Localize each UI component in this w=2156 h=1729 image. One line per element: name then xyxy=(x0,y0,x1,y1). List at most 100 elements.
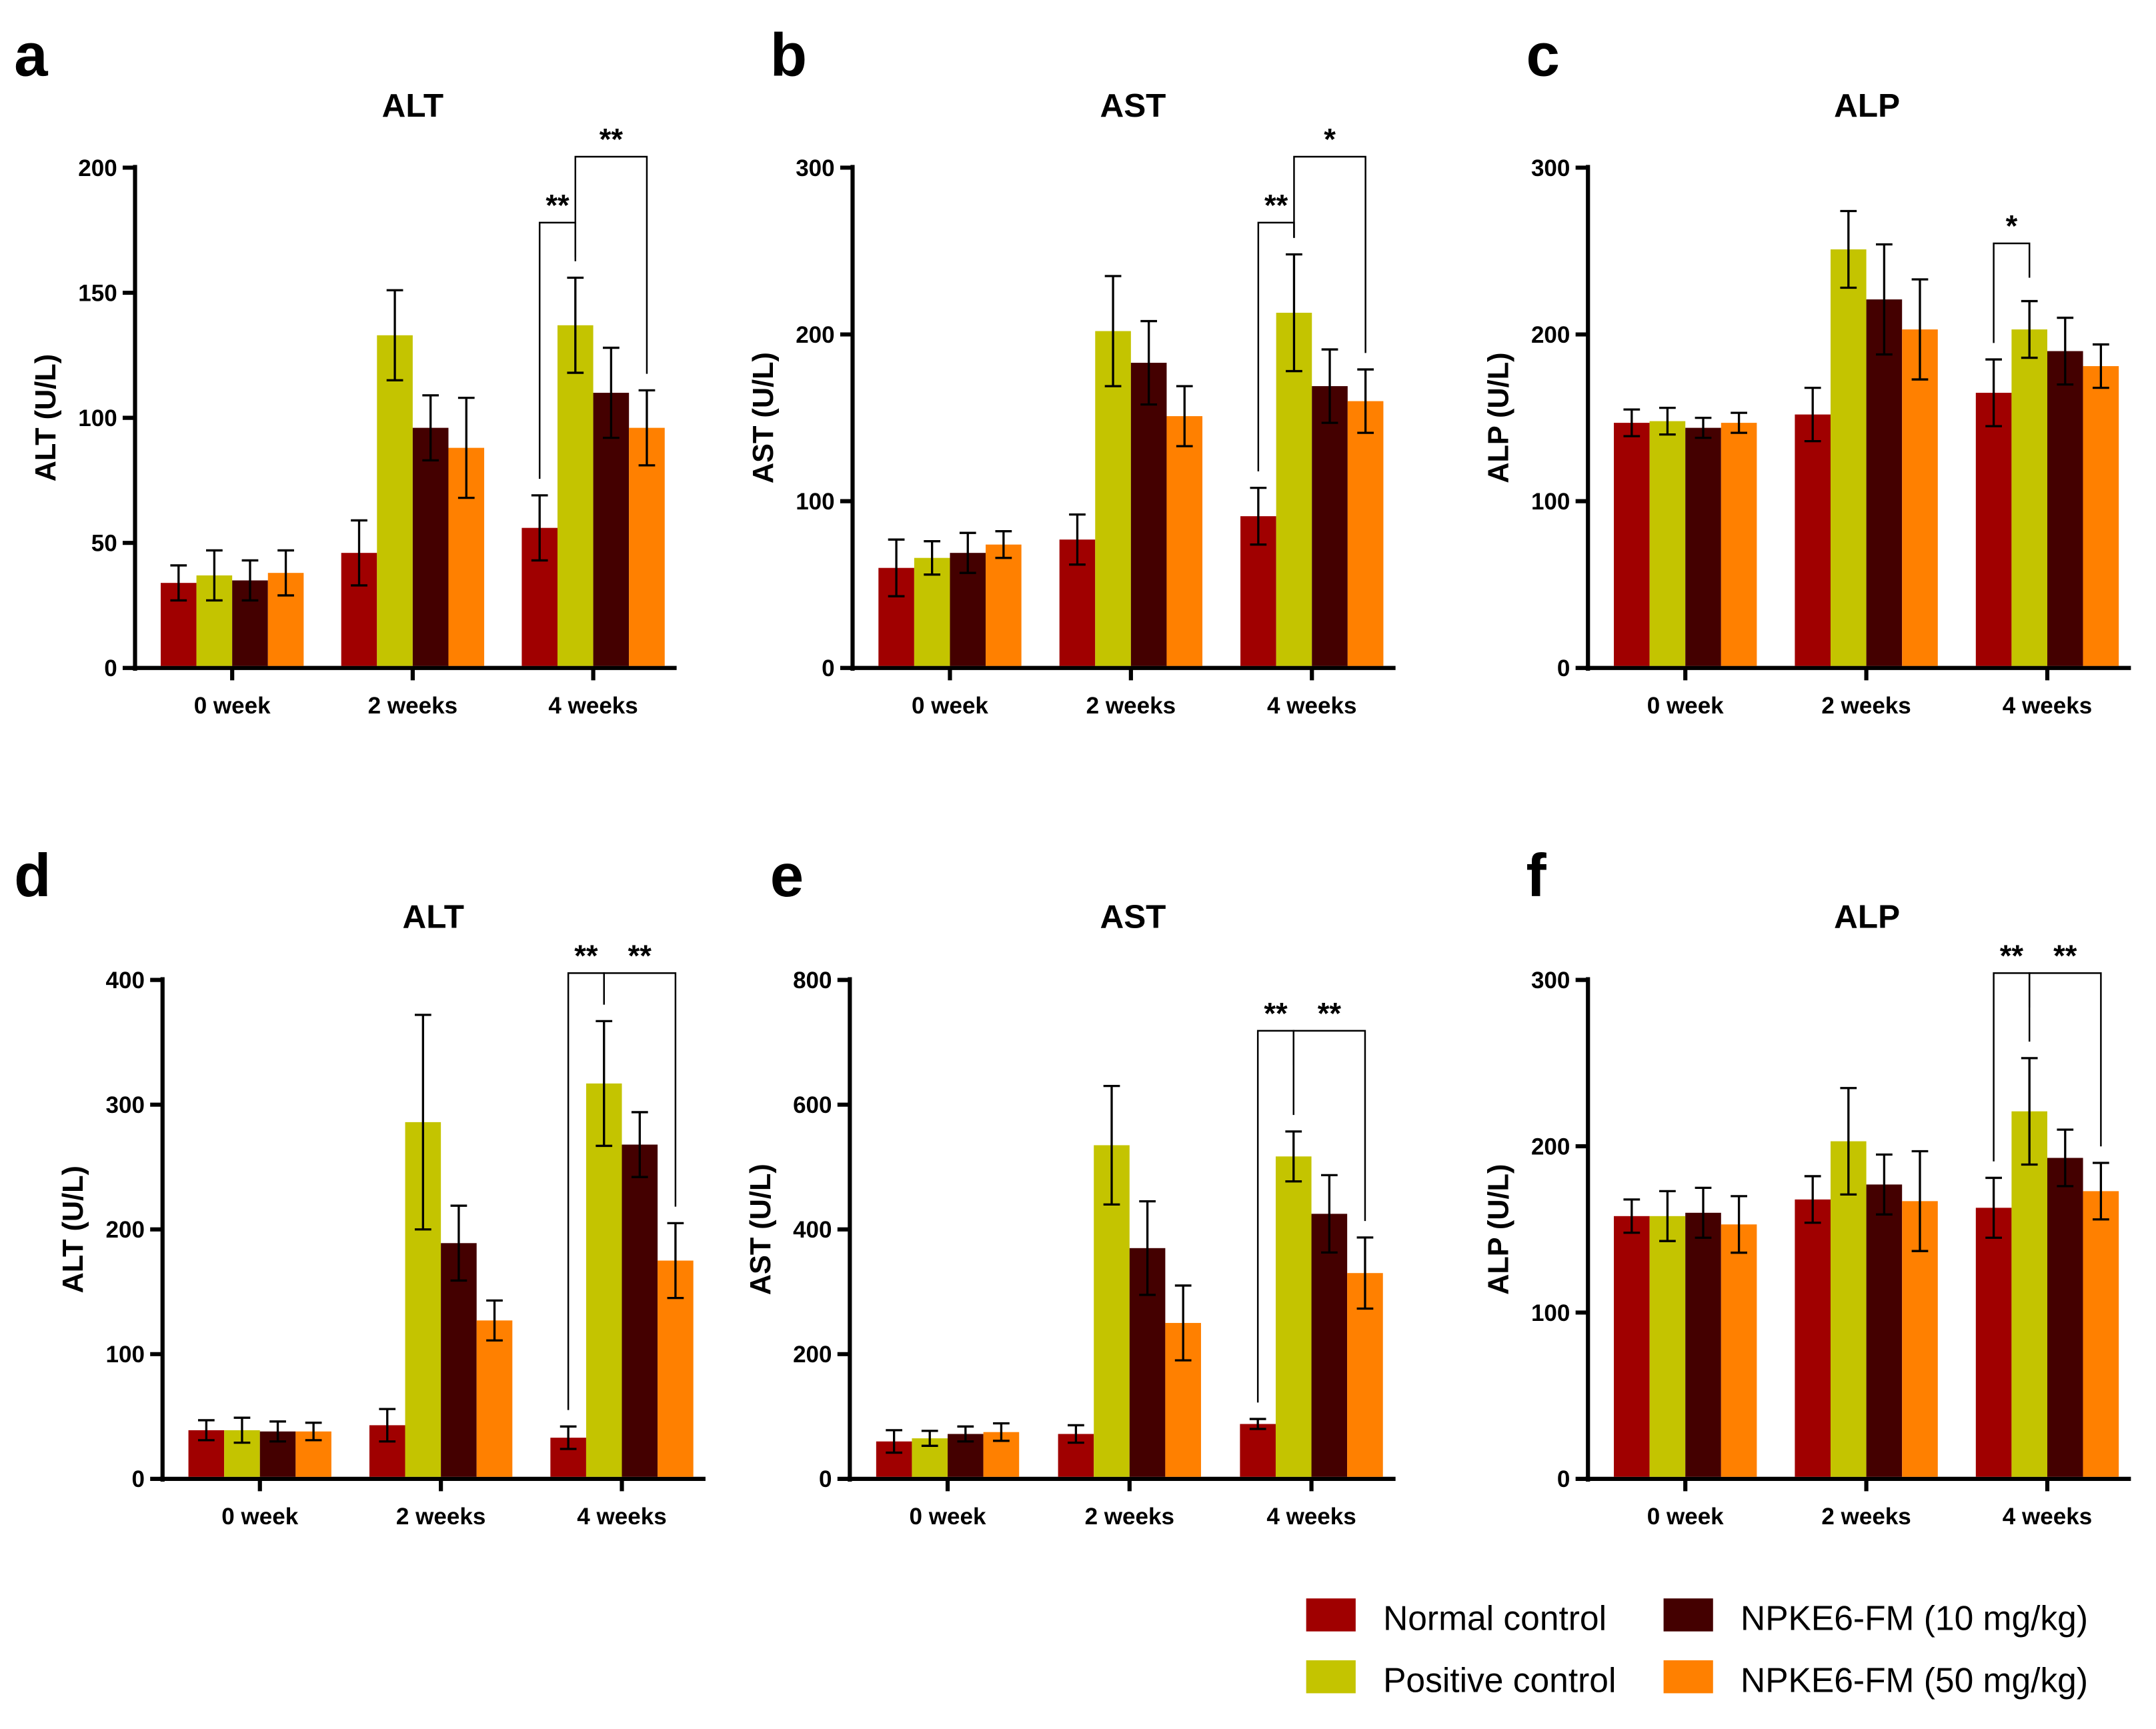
significance-label: ** xyxy=(2053,939,2077,973)
bar-npke6-fm-10-mg-kg- xyxy=(1685,1212,1721,1477)
panel-title: ALT xyxy=(403,898,464,935)
error-bar xyxy=(1876,243,1893,356)
x-tick-label: 4 weeks xyxy=(577,1504,666,1530)
bar-positive-control xyxy=(1831,249,1867,666)
bar-npke6-fm-50-mg-kg- xyxy=(1721,423,1757,666)
bar-npke6-fm-50-mg-kg- xyxy=(629,427,665,666)
significance-label: ** xyxy=(2000,939,2024,973)
significance-label: * xyxy=(2006,209,2018,243)
panel-label: d xyxy=(14,842,51,910)
bar-normal-control xyxy=(1975,1208,2012,1477)
error-bar xyxy=(2093,1162,2109,1221)
bar-npke6-fm-10-mg-kg- xyxy=(441,1243,477,1477)
error-bar xyxy=(993,1422,1010,1442)
significance-bracket xyxy=(603,972,677,1207)
legend-label: Normal control xyxy=(1383,1599,1606,1638)
bar-npke6-fm-10-mg-kg- xyxy=(412,427,449,666)
x-tick-label: 4 weeks xyxy=(1267,693,1356,719)
bar-normal-control xyxy=(1795,414,1831,666)
error-bar xyxy=(241,559,259,602)
x-tick-label: 0 week xyxy=(1647,693,1724,719)
error-bar xyxy=(2021,1057,2038,1166)
bar-npke6-fm-10-mg-kg- xyxy=(1866,299,1903,666)
bar-positive-control xyxy=(377,335,413,666)
error-bar xyxy=(486,1299,503,1342)
error-bar xyxy=(1139,1200,1156,1296)
x-tick-label: 4 weeks xyxy=(2003,1504,2092,1530)
bar-npke6-fm-50-mg-kg- xyxy=(986,544,1022,666)
error-bar xyxy=(379,1408,396,1443)
error-bar xyxy=(1321,348,1338,424)
y-tick-label: 50 xyxy=(91,531,117,557)
error-bar xyxy=(1068,1424,1084,1444)
y-axis-label: ALT (U/L) xyxy=(30,354,62,481)
bar-normal-control xyxy=(1795,1199,1831,1477)
bar-normal-control xyxy=(1240,1424,1276,1477)
y-tick-label: 200 xyxy=(1531,322,1570,348)
error-bar xyxy=(277,549,294,597)
error-bar xyxy=(1840,209,1857,289)
legend-swatch xyxy=(1306,1598,1356,1632)
error-bar xyxy=(1659,1190,1676,1242)
y-tick-label: 400 xyxy=(105,968,144,994)
significance-label: * xyxy=(1324,123,1336,157)
bar-npke6-fm-10-mg-kg- xyxy=(1312,386,1348,666)
panel-label: a xyxy=(14,21,49,89)
x-tick-label: 0 week xyxy=(910,1504,986,1530)
error-bar xyxy=(959,531,976,574)
error-bar xyxy=(924,540,941,576)
significance-bracket xyxy=(1292,1030,1366,1222)
y-tick-label: 0 xyxy=(104,655,117,681)
error-bar xyxy=(1249,1418,1266,1430)
error-bar xyxy=(305,1422,322,1442)
significance-label: ** xyxy=(1264,189,1288,223)
error-bar xyxy=(2021,299,2038,359)
error-bar xyxy=(603,346,620,439)
y-tick-label: 0 xyxy=(1557,1466,1570,1492)
error-bar xyxy=(638,389,656,467)
error-bar xyxy=(1731,1195,1747,1254)
y-tick-label: 0 xyxy=(819,1466,832,1492)
significance-bracket xyxy=(574,155,648,374)
error-bar xyxy=(422,394,439,462)
y-tick-label: 100 xyxy=(1531,1300,1570,1326)
bar-npke6-fm-50-mg-kg- xyxy=(2083,1191,2119,1477)
legend-swatch xyxy=(1663,1660,1713,1694)
y-tick-label: 100 xyxy=(1531,489,1570,515)
bar-npke6-fm-50-mg-kg- xyxy=(1902,329,1938,666)
bar-npke6-fm-10-mg-kg- xyxy=(1130,363,1167,666)
error-bar xyxy=(1356,1236,1374,1310)
panel-label: c xyxy=(1526,21,1559,89)
panel-label: f xyxy=(1526,842,1546,910)
error-bar xyxy=(1876,1153,1893,1216)
bar-positive-control xyxy=(1649,421,1686,666)
error-bar xyxy=(1140,319,1158,406)
y-tick-label: 0 xyxy=(131,1466,144,1492)
x-tick-label: 4 weeks xyxy=(2003,693,2092,719)
error-bar xyxy=(1174,1284,1192,1362)
bar-npke6-fm-50-mg-kg- xyxy=(1347,401,1384,666)
bar-npke6-fm-50-mg-kg- xyxy=(1721,1224,1757,1477)
error-bar xyxy=(1840,1087,1857,1196)
significance-label: ** xyxy=(574,939,598,973)
significance-bracket xyxy=(2028,972,2102,1147)
x-tick-label: 0 week xyxy=(194,693,271,719)
error-bar xyxy=(1103,1084,1120,1206)
error-bar xyxy=(1104,275,1122,387)
error-bar xyxy=(1285,1130,1302,1183)
panel-a: a ALT ALT (U/L) 0 50 100 150 200 0 week 2 weeks 4 … xyxy=(14,21,677,719)
y-tick-label: 200 xyxy=(1531,1134,1570,1160)
error-bar xyxy=(269,1420,286,1443)
significance-label: ** xyxy=(546,189,570,223)
error-bar xyxy=(2093,343,2109,389)
x-tick-label: 2 weeks xyxy=(1821,693,1911,719)
x-tick-label: 2 weeks xyxy=(1086,693,1176,719)
error-bar xyxy=(921,1430,938,1447)
y-tick-label: 300 xyxy=(105,1092,144,1118)
error-bar xyxy=(886,1429,903,1454)
panel-title: AST xyxy=(1100,87,1166,124)
panel-d: d ALT ALT (U/L) 0 100 200 300 400 0 week 2 weeks 4… xyxy=(14,842,706,1530)
y-axis-label: AST (U/L) xyxy=(748,352,780,483)
error-bar xyxy=(1659,406,1676,436)
x-tick-label: 2 weeks xyxy=(1085,1504,1174,1530)
